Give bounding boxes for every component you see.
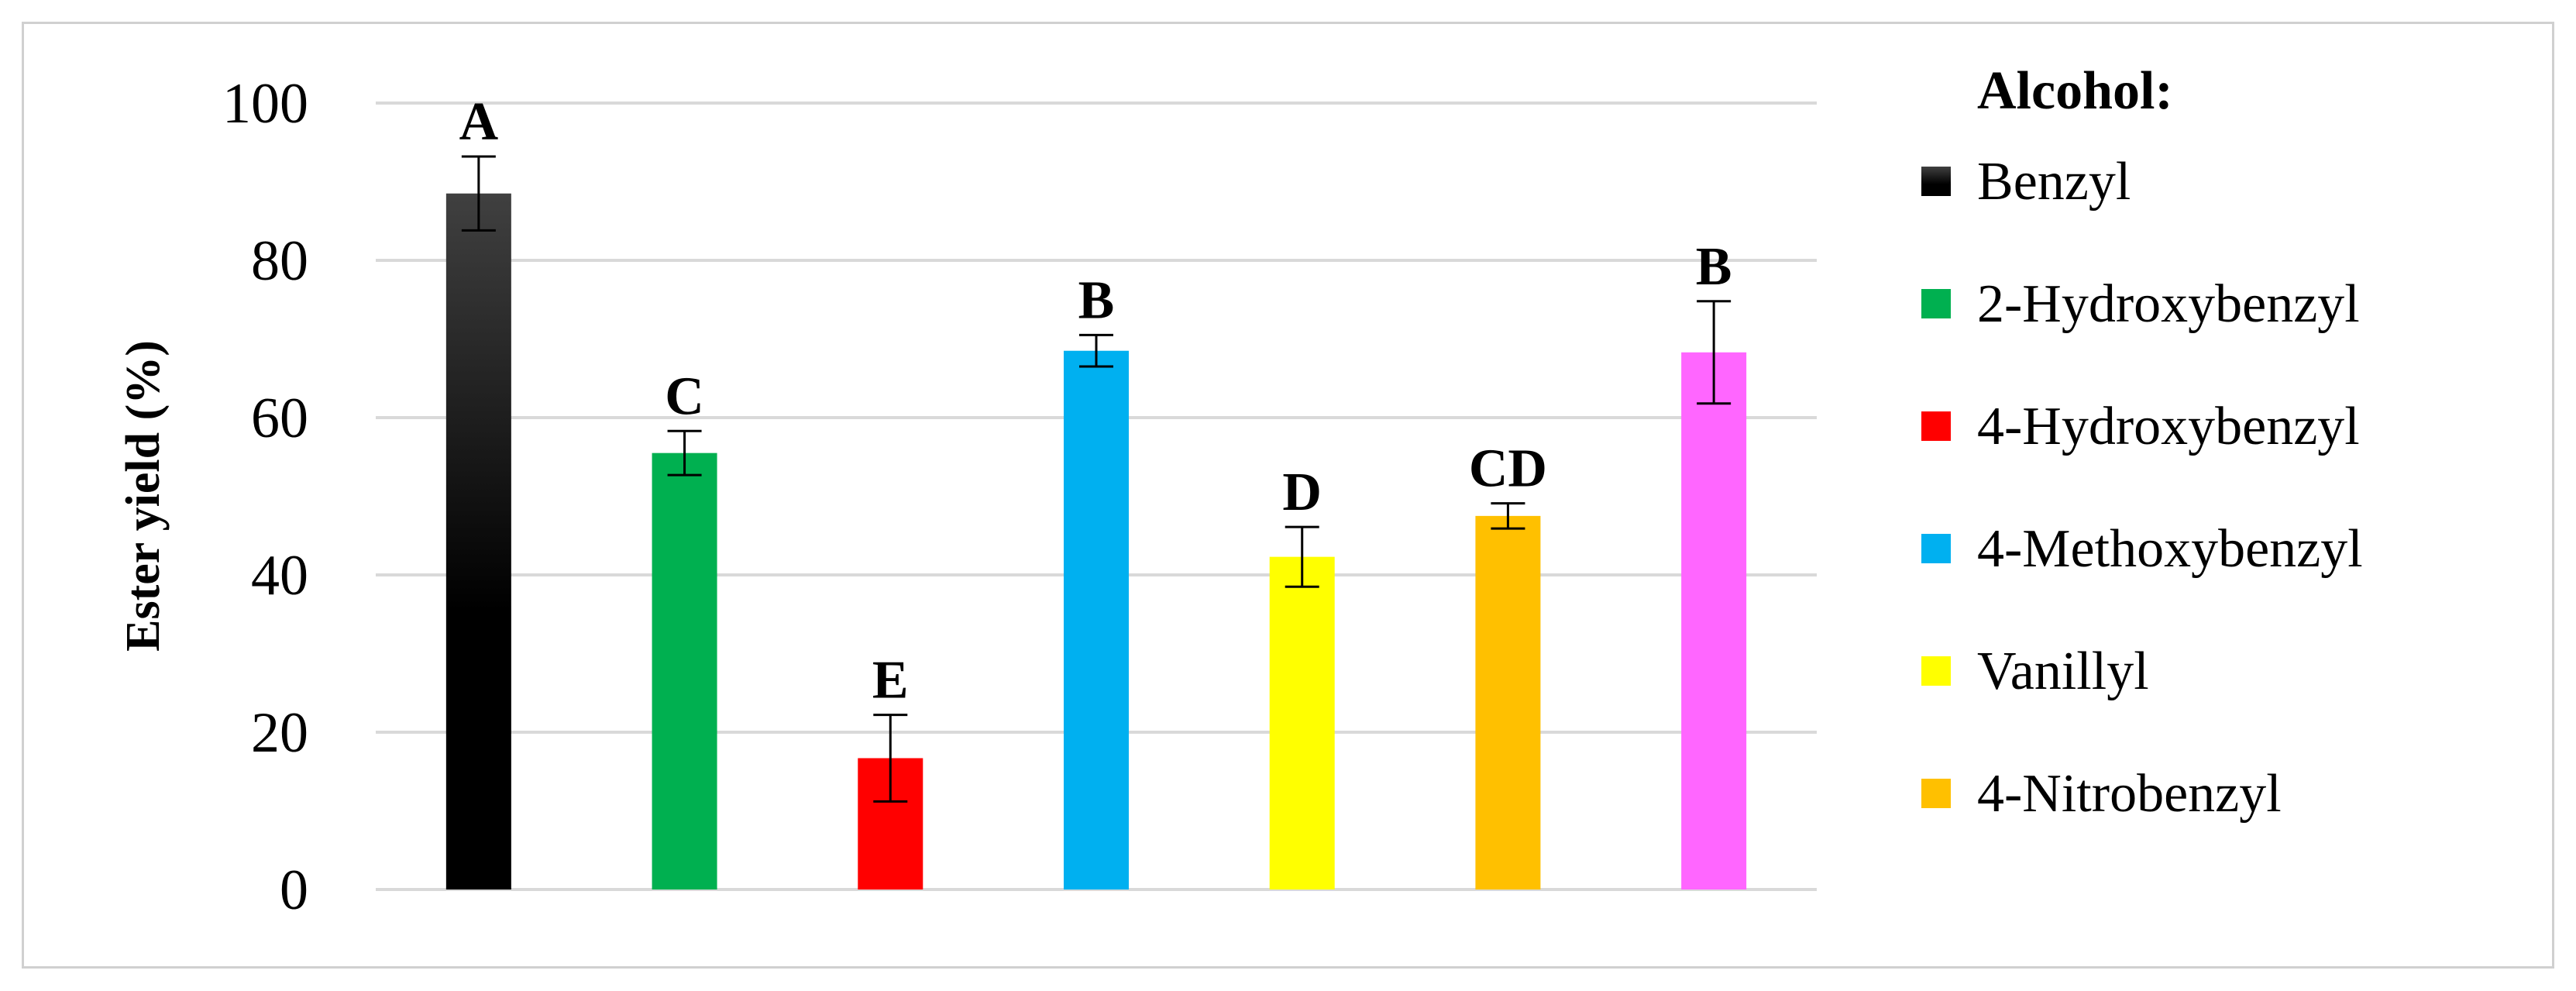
y-tick-label: 60 [251, 387, 308, 450]
significance-label: A [459, 92, 499, 152]
bar [652, 452, 717, 889]
legend-title: Alcohol: [1977, 61, 2173, 121]
y-tick-label: 20 [251, 701, 308, 765]
significance-label: C [665, 366, 704, 426]
legend-swatch [1921, 779, 1951, 808]
significance-label: D [1282, 463, 1322, 522]
legend-label: 4-Nitrobenzyl [1977, 764, 2282, 824]
y-tick-label: 0 [280, 859, 308, 922]
legend-swatch [1921, 167, 1951, 196]
legend-item: 4-Nitrobenzyl [1921, 764, 2282, 824]
legend-item: Benzyl [1921, 152, 2131, 212]
significance-label: B [1078, 270, 1115, 330]
legend-label: Benzyl [1977, 152, 2131, 212]
y-tick-label: 100 [222, 72, 308, 136]
legend-label: 4-Methoxybenzyl [1977, 519, 2363, 579]
significance-label: CD [1469, 439, 1547, 499]
significance-label: B [1696, 237, 1732, 297]
bar [1681, 352, 1747, 889]
legend-item: Vanillyl [1921, 642, 2149, 701]
y-axis: 0 20 40 60 80 100 [222, 72, 308, 922]
bar [1269, 556, 1335, 889]
bar-group: E [858, 651, 923, 889]
bar-group: C [652, 366, 717, 889]
legend: Alcohol: Benzyl 2-Hydroxybenzyl 4-Hydroxyb… [1921, 61, 2363, 824]
legend-swatch [1921, 534, 1951, 563]
legend-swatch [1921, 289, 1951, 318]
bars: A C E B D CD B [445, 92, 1747, 890]
legend-swatch [1921, 411, 1951, 441]
bar-group: B [1681, 237, 1747, 889]
y-tick-label: 80 [251, 229, 308, 293]
y-axis-label: Ester yield (%) [117, 340, 170, 652]
legend-label: 4-Hydroxybenzyl [1977, 397, 2360, 456]
bar [1064, 350, 1129, 890]
bar-group: B [1064, 270, 1129, 890]
legend-item: 2-Hydroxybenzyl [1921, 274, 2360, 334]
legend-item: 4-Hydroxybenzyl [1921, 397, 2360, 456]
gridlines [376, 102, 1817, 891]
y-tick-label: 40 [251, 544, 308, 607]
bar [1475, 515, 1541, 889]
legend-item: 4-Methoxybenzyl [1921, 519, 2363, 579]
significance-label: E [872, 651, 909, 711]
legend-label: 2-Hydroxybenzyl [1977, 274, 2360, 334]
bar-group: D [1269, 463, 1335, 889]
bar-group: A [445, 92, 511, 890]
bar-group: CD [1469, 439, 1547, 889]
legend-label: Vanillyl [1977, 642, 2149, 701]
legend-swatch [1921, 656, 1951, 686]
bar [445, 193, 511, 890]
